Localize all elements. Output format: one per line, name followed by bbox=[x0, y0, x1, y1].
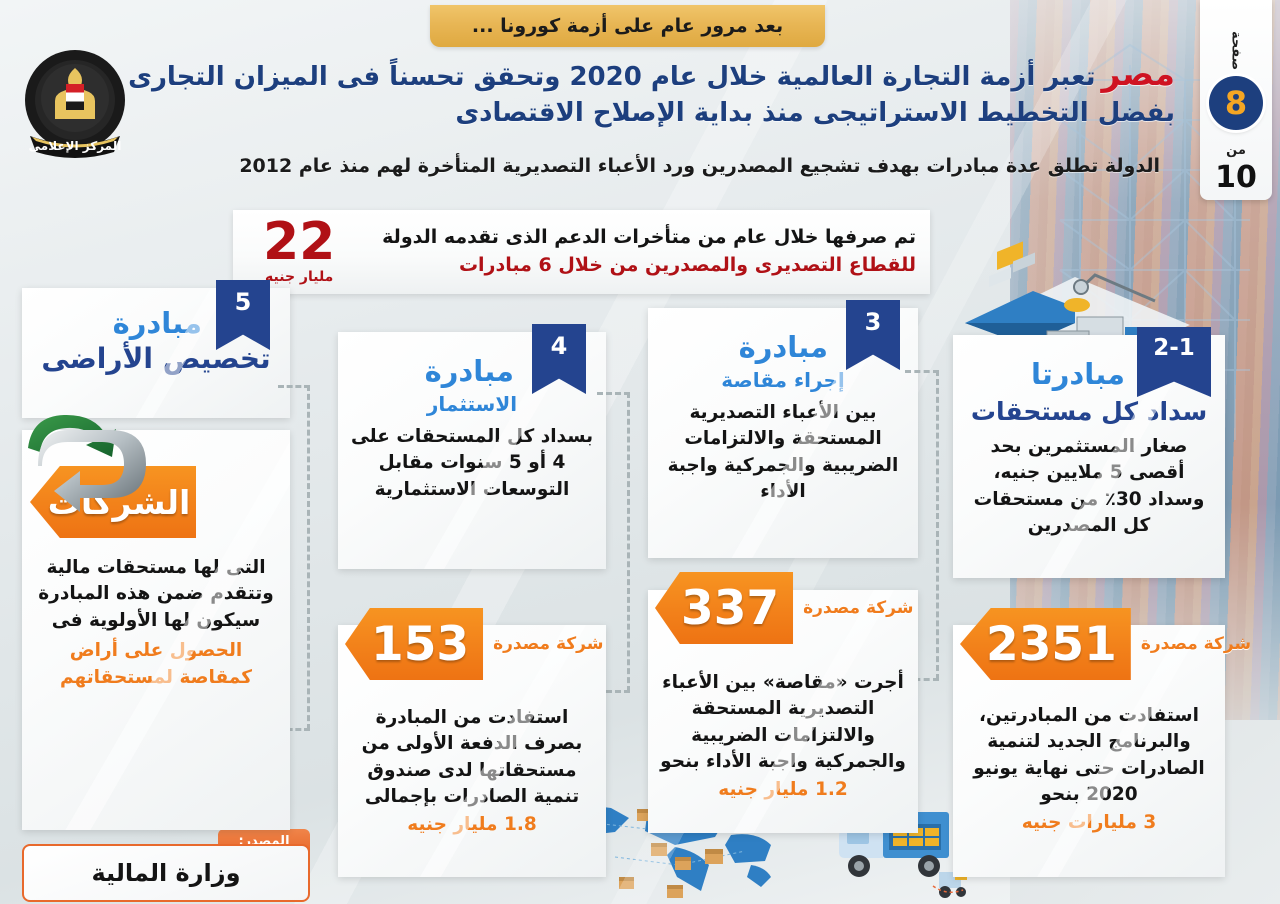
stat-153: 153 شركة مصدرة bbox=[345, 608, 605, 680]
card-body-1-2: صغار المستثمرين بحد أقصى 5 ملايين جنيه، … bbox=[973, 436, 1205, 536]
stat-2351-tag: شركة مصدرة bbox=[1140, 634, 1252, 654]
highlight-value: 22 bbox=[263, 212, 336, 273]
stat-337-body: أجرت «مقاصة» بين الأعباء التصديرية المست… bbox=[660, 672, 906, 772]
stat-2351: 2351 شركة مصدرة bbox=[960, 608, 1251, 680]
page-label: صفحة bbox=[1228, 30, 1244, 70]
source-value: وزارة المالية bbox=[91, 859, 241, 887]
top-banner: بعد مرور عام على أزمة كورونا ... bbox=[430, 5, 825, 47]
connector-dashed-2 bbox=[905, 370, 939, 373]
highlight-line-2: للقطاع التصديرى والمصدرين من خلال 6 مباد… bbox=[458, 254, 916, 276]
stat-2351-highlight: 3 مليارات جنيه bbox=[1021, 812, 1157, 834]
stat-153-arrow: 153 bbox=[345, 608, 484, 680]
connector-dashed-1 bbox=[936, 370, 939, 680]
egypt-word: مصر bbox=[1101, 54, 1175, 93]
badge-initiative-5-label: 5 bbox=[234, 288, 252, 316]
stat-153-tag: شركة مصدرة bbox=[493, 634, 604, 654]
card-initiative-5: 5 مبادرة تخصيص الأراضى bbox=[22, 280, 290, 418]
page-total: 10 bbox=[1215, 160, 1257, 195]
stat-337-arrow: 337 bbox=[655, 572, 794, 644]
highlight-text: تم صرفها خلال عام من متأخرات الدعم الذى … bbox=[335, 224, 916, 279]
page-number-circle: 8 bbox=[1209, 76, 1263, 130]
connector-dashed-4 bbox=[627, 392, 630, 692]
stat-2351-arrow: 2351 bbox=[960, 608, 1131, 680]
top-banner-text: بعد مرور عام على أزمة كورونا ... bbox=[471, 15, 784, 37]
source-box: وزارة المالية bbox=[22, 844, 310, 902]
stat-2351-body: استفادت من المبادرتين، والبرنامج الجديد … bbox=[973, 705, 1205, 805]
headline-line-2: بفضل التخطيط الاستراتيجى منذ بداية الإصل… bbox=[455, 97, 1175, 128]
stat-337-highlight: 1.2 مليار جنيه bbox=[718, 779, 848, 801]
badge-initiative-1-2-label: 2-1 bbox=[1153, 335, 1195, 361]
highlight-strip: 22 مليار جنيه تم صرفها خلال عام من متأخر… bbox=[233, 210, 930, 294]
stat-337-value: 337 bbox=[681, 580, 780, 636]
badge-initiative-4-label: 4 bbox=[550, 332, 568, 360]
highlight-line-1: تم صرفها خلال عام من متأخرات الدعم الذى … bbox=[382, 226, 916, 249]
highlight-unit: مليار جنيه bbox=[265, 268, 334, 285]
badge-initiative-5: 5 bbox=[216, 280, 270, 350]
badge-initiative-3-label: 3 bbox=[864, 308, 882, 336]
card-subtitle-1-2: سداد كل مستحقات bbox=[970, 397, 1208, 426]
headline-line-1: مصرتعبر أزمة التجارة العالمية خلال عام 2… bbox=[115, 52, 1175, 96]
subtitle: الدولة تطلق عدة مبادرات بهدف تشجيع المصد… bbox=[239, 155, 1160, 177]
connector-dashed-5 bbox=[597, 392, 630, 395]
stat-companies-arrow: الشركات bbox=[30, 466, 196, 538]
card-subtitle-3: إجراء مقاصة bbox=[721, 368, 845, 392]
card-initiative-4: 4 مبادرة الاستثمار بسداد كل المستحقات عل… bbox=[338, 324, 606, 569]
card-title-1-2: مبادرتا bbox=[1030, 357, 1125, 391]
connector-dashed-8 bbox=[278, 385, 310, 388]
stat-companies-highlight-1: الحصول على أراض bbox=[69, 639, 243, 661]
crane-lattice-icon bbox=[1050, 43, 1265, 440]
stat-337: 337 شركة مصدرة bbox=[655, 572, 917, 644]
stat-companies-value: الشركات bbox=[47, 482, 191, 522]
highlight-value-group: 22 مليار جنيه bbox=[263, 212, 336, 285]
government-logo: المركز الإعلامى bbox=[25, 50, 125, 158]
card-title-3: مبادرة bbox=[738, 330, 828, 364]
connector-dashed-9 bbox=[278, 728, 310, 731]
svg-text:المركز الإعلامى: المركز الإعلامى bbox=[29, 139, 122, 153]
page-indicator: صفحة 8 من 10 bbox=[1200, 0, 1272, 200]
connector-dashed-3 bbox=[905, 678, 939, 681]
card-initiative-3: 3 مبادرة إجراء مقاصة بين الأعباء التصدير… bbox=[648, 300, 918, 558]
stat-companies-body: التى لها مستحقات مالية وتتقدم ضمن هذه ال… bbox=[38, 557, 274, 631]
card-subtitle-5: تخصيص الأراضى bbox=[41, 342, 271, 375]
stat-companies: الشركات bbox=[30, 466, 288, 538]
card-subtitle-4: الاستثمار bbox=[426, 392, 518, 416]
page-of-label: من bbox=[1226, 143, 1246, 158]
page-number: 8 bbox=[1224, 84, 1248, 122]
card-body-3: بين الأعباء التصديرية المستحقة والالتزام… bbox=[667, 402, 899, 502]
stat-153-highlight: 1.8 مليار جنيه bbox=[407, 814, 537, 836]
headline: مصرتعبر أزمة التجارة العالمية خلال عام 2… bbox=[115, 52, 1175, 130]
stat-2351-value: 2351 bbox=[986, 616, 1117, 672]
card-title-4: مبادرة bbox=[424, 354, 514, 388]
headline-text-1: تعبر أزمة التجارة العالمية خلال عام 2020… bbox=[128, 62, 1096, 92]
connector-dashed-7 bbox=[307, 385, 310, 730]
stat-337-tag: شركة مصدرة bbox=[803, 598, 914, 618]
card-body-4: بسداد كل المستحقات على 4 أو 5 سنوات مقاب… bbox=[350, 426, 594, 500]
connector-dashed-6 bbox=[597, 690, 630, 693]
card-title-5: مبادرة bbox=[112, 306, 202, 340]
stat-companies-highlight-2: كمقاصة لمستحقاتهم bbox=[60, 667, 252, 689]
stat-153-body: استفادت من المبادرة بصرف الدفعة الأولى م… bbox=[361, 707, 583, 807]
card-initiative-1-2: 2-1 مبادرتا سداد كل مستحقات صغار المستثم… bbox=[953, 327, 1225, 578]
stat-153-value: 153 bbox=[371, 616, 470, 672]
